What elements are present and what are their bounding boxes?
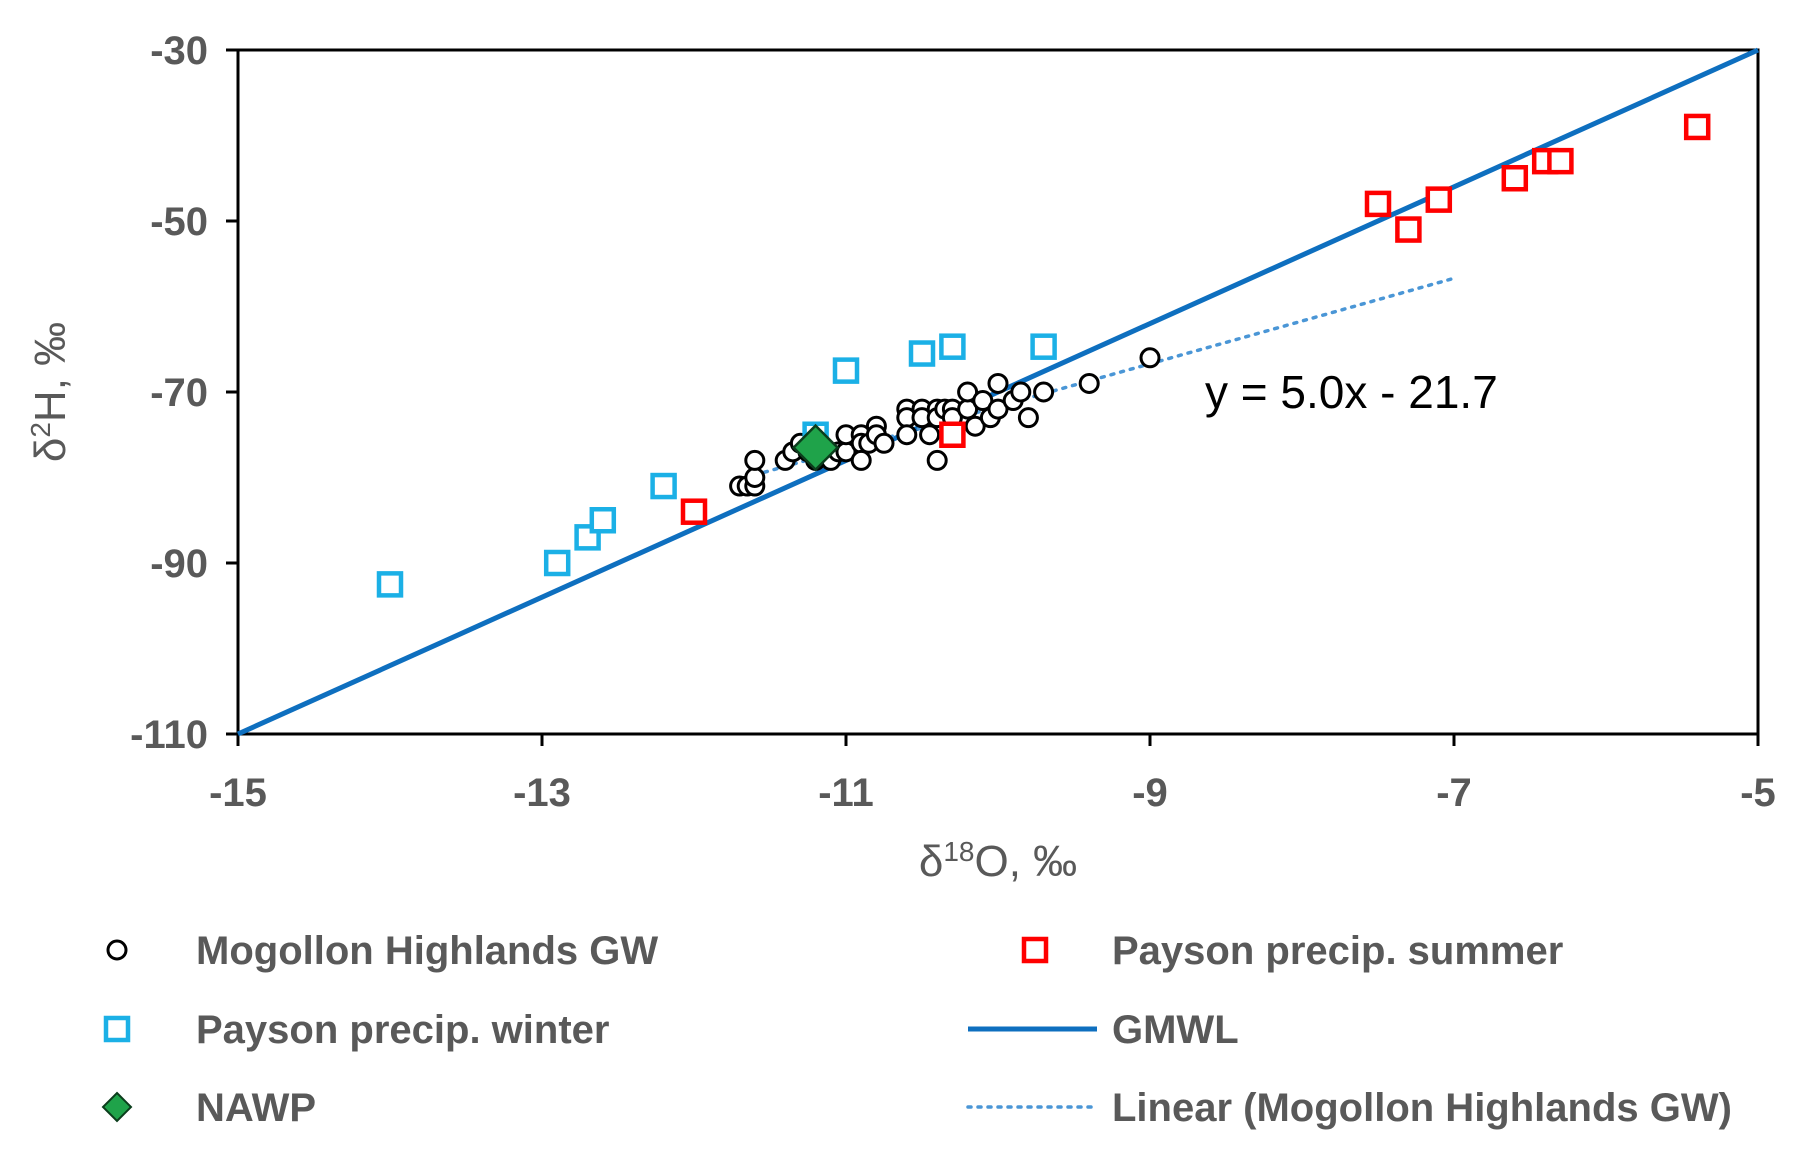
mogollon-highlands-gw-point [919,424,941,446]
legend: Mogollon Highlands GW Payson precip. summ… [101,929,1732,1130]
x-tick-label: -15 [209,771,267,815]
payson-precip-winter-point [908,340,936,367]
payson-precip-summer-point [1395,216,1422,243]
x-axis-title: δ18O, ‰ [919,836,1077,887]
mogollon-highlands-gw-point [1033,381,1055,403]
y-axis-title-sup: 2 [25,422,56,438]
y-tick-label: -70 [150,371,208,415]
payson-precip-summer-point [1501,165,1529,192]
mogollon-highlands-gw-point [957,381,979,403]
mogollon-highlands-gw-point [964,415,986,437]
mogollon-highlands-gw-point [896,424,918,446]
payson-precip-summer-point [1425,186,1453,213]
mogollon-highlands-gw-point [873,432,895,454]
legend-mogollon-highlands-gw-label: Mogollon Highlands GW [196,929,658,973]
legend-nawp-marker [101,1091,133,1123]
x-tick-label: -9 [1132,771,1168,815]
x-tick-label: -11 [818,771,874,815]
mogollon-highlands-gw-point [744,449,766,471]
payson-precip-summer-point [1364,190,1392,218]
x-tick-label: -5 [1740,771,1776,815]
legend-payson-precip-summer-label: Payson precip. summer [1112,929,1563,973]
payson-precip-winter-point [939,333,966,360]
mogollon-highlands-gw-point [926,449,948,471]
axis-ticks: -15 -13 -11 -9 -7 -5 -30 -50 -70 -90 -110 [130,29,1776,815]
nawp-point [791,423,840,472]
mogollon-highlands-gw-point [987,372,1009,394]
payson-precip-winter-point [376,571,404,598]
payson-precip-winter-point [832,357,860,384]
mogollon-highlands-gw-point [1078,372,1100,394]
y-tick-label: -90 [150,542,208,586]
x-axis-title-sup: 18 [943,836,974,867]
mogollon-highlands-gw-point [1139,347,1161,369]
mogollon-highlands-gw-point [744,467,766,488]
payson-precip-winter-point [589,507,617,534]
payson-precip-summer-point [939,421,966,448]
mogollon-highlands-gw-point [987,398,1009,420]
annotation-equation: y = 5.0x - 21.7 [1205,366,1498,418]
payson-precip-winter-point [1030,333,1057,360]
y-tick-label: -50 [150,200,208,244]
y-axis-title: δ2H, ‰ [25,322,76,462]
legend-payson-precip-winter-label: Payson precip. winter [196,1008,609,1052]
mogollon-highlands-gw-point [1017,407,1039,429]
payson-precip-summer-point [680,498,708,525]
x-tick-label: -13 [513,771,571,815]
legend-linear-mogollon-highlands-gw-label: Linear (Mogollon Highlands GW) [1112,1086,1732,1130]
legend-payson-precip-summer-marker [1021,936,1049,964]
payson-precip-summer-point [1547,147,1574,175]
payson-precip-winter-point [543,549,571,577]
mogollon-highlands-gw-point [850,449,872,471]
y-tick-label: -110 [130,713,208,757]
legend-mogollon-highlands-gw-marker [106,939,128,961]
mogollon-highlands-gw-point [972,390,994,412]
legend-payson-precip-winter-marker [103,1015,131,1043]
y-tick-label: -30 [150,29,208,73]
x-tick-label: -7 [1436,771,1472,815]
series-layer [236,47,1760,737]
payson-precip-winter-point [650,472,677,500]
mogollon-highlands-gw-point [1010,381,1032,403]
legend-gmwl-label: GMWL [1112,1008,1239,1052]
legend-nawp-label: NAWP [196,1086,316,1130]
payson-precip-summer-point [1683,113,1711,141]
